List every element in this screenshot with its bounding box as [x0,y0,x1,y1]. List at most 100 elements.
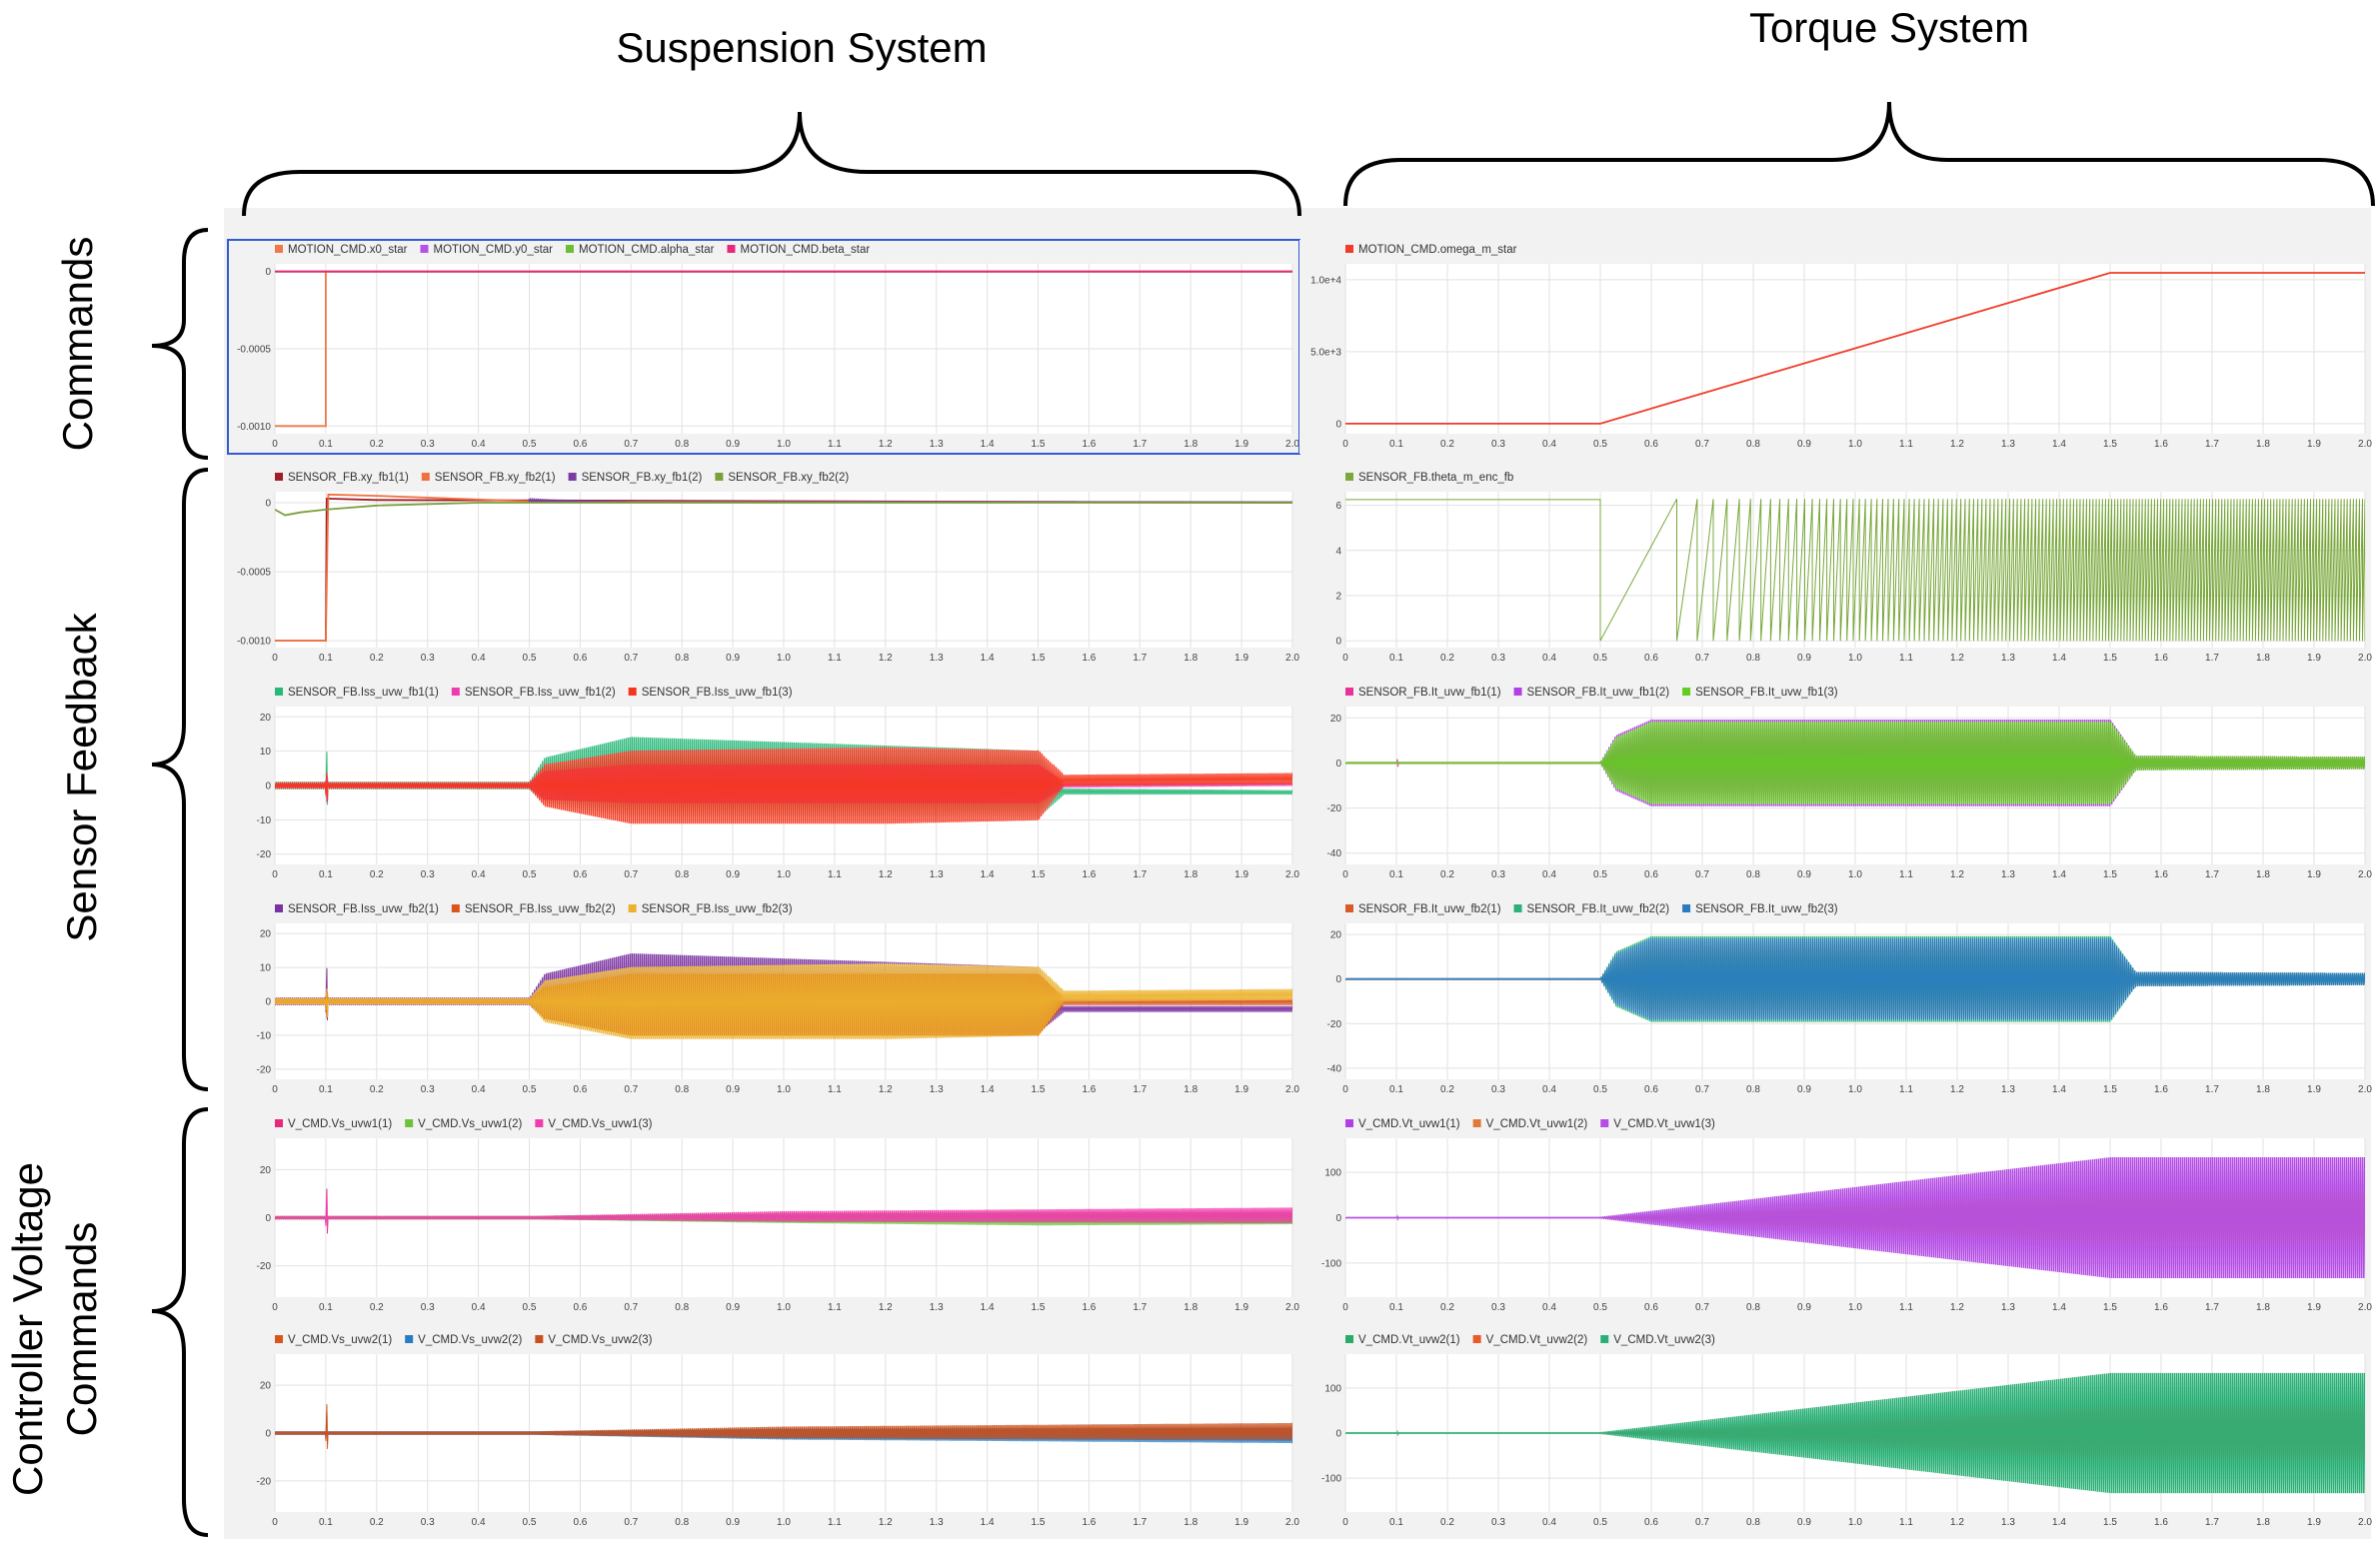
legend-entry-sensor-fb-it-uvw-fb1-1[interactable]: SENSOR_FB.It_uvw_fb1(1) [1358,687,1501,699]
legend-entry-sensor-fb-theta-m-enc-fb[interactable]: SENSOR_FB.theta_m_enc_fb [1358,472,1513,484]
legend-entry-motion-cmd-y0-star[interactable]: MOTION_CMD.y0_star [434,244,554,256]
x-tick-label: 2.0 [2358,439,2372,450]
legend-entry-sensor-fb-xy-fb1-2[interactable]: SENSOR_FB.xy_fb1(2) [582,472,703,484]
y-tick-label: 100 [1324,1383,1341,1394]
legend-entry-sensor-fb-iss-uvw-fb2-1[interactable]: SENSOR_FB.Iss_uvw_fb2(1) [288,903,439,915]
chart-susp-iss1[interactable]: 0 0.1 0.2 0.3 0.4 0.5 0.6 0.7 0.8 0.9 1.0 1.1 1.2 1.3… [228,683,1299,884]
legend-entry-sensor-fb-it-uvw-fb2-1[interactable]: SENSOR_FB.It_uvw_fb2(1) [1358,903,1501,915]
legend-entry-sensor-fb-it-uvw-fb2-3[interactable]: SENSOR_FB.It_uvw_fb2(3) [1695,903,1838,915]
x-tick-label: 1.7 [2205,869,2219,880]
x-tick-label: 1.2 [1950,653,1964,664]
series-sensor-fb-it-uvw-fb2-3 [1345,937,2365,1020]
legend-swatch [1472,1335,1481,1343]
legend-entry-sensor-fb-iss-uvw-fb1-3[interactable]: SENSOR_FB.Iss_uvw_fb1(3) [642,687,793,699]
x-tick-label: 1.3 [930,869,944,880]
legend-entry-sensor-fb-iss-uvw-fb2-2[interactable]: SENSOR_FB.Iss_uvw_fb2(2) [465,903,616,915]
y-tick-label: 10 [260,747,272,758]
x-tick-label: 0.2 [1440,869,1454,880]
legend-entry-motion-cmd-x0-star[interactable]: MOTION_CMD.x0_star [288,244,408,256]
legend-entry-motion-cmd-alpha-star[interactable]: MOTION_CMD.alpha_star [579,244,715,256]
legend-entry-v-cmd-vs-uvw2-1[interactable]: V_CMD.Vs_uvw2(1) [288,1334,392,1346]
x-tick-label: 0.9 [726,1302,740,1313]
x-tick-label: 1.4 [981,869,995,880]
series-layer [1345,719,2365,807]
legend-entry-v-cmd-vs-uvw2-3[interactable]: V_CMD.Vs_uvw2(3) [548,1334,652,1346]
legend-swatch [451,688,460,696]
legend-swatch [535,1335,544,1343]
x-tick-label: 1.7 [1133,869,1147,880]
legend-entry-sensor-fb-iss-uvw-fb1-1[interactable]: SENSOR_FB.Iss_uvw_fb1(1) [288,687,439,699]
x-tick-label: 1.9 [2307,653,2321,664]
y-tick-label: 20 [260,1381,272,1392]
legend-entry-v-cmd-vs-uvw1-2[interactable]: V_CMD.Vs_uvw1(2) [418,1118,522,1130]
legend-swatch [1513,688,1522,696]
legend-swatch [451,904,460,912]
chart-torq-it2[interactable]: 0 0.1 0.2 0.3 0.4 0.5 0.6 0.7 0.8 0.9 1.0 1.1 1.2 1.3… [1299,899,2372,1099]
x-tick-label: 0.7 [1695,1517,1709,1528]
series-layer [1345,935,2365,1022]
x-tick-label: 1.8 [1184,1517,1197,1528]
x-tick-label: 1.4 [981,1302,995,1313]
chart-susp-vs1[interactable]: 0 0.1 0.2 0.3 0.4 0.5 0.6 0.7 0.8 0.9 1.0 1.1 1.2 1.3… [228,1114,1299,1317]
x-tick-label: 1.2 [879,439,893,450]
x-tick-label: 2.0 [2358,1302,2372,1313]
legend-entry-v-cmd-vs-uvw1-1[interactable]: V_CMD.Vs_uvw1(1) [288,1118,392,1130]
series-layer [275,952,1292,1039]
x-tick-label: 1.5 [2103,869,2117,880]
x-tick-label: 1.0 [1848,439,1862,450]
legend-entry-motion-cmd-beta-star[interactable]: MOTION_CMD.beta_star [740,244,870,256]
x-tick-label: 0.1 [319,1302,333,1313]
legend-entry-v-cmd-vs-uvw1-3[interactable]: V_CMD.Vs_uvw1(3) [548,1118,652,1130]
chart-susp-cmd[interactable]: 0 0.1 0.2 0.3 0.4 0.5 0.6 0.7 0.8 0.9 1.0 1.1 1.2 1.3… [227,239,1300,455]
x-tick-label: 1.5 [2103,439,2117,450]
x-tick-label: 2.0 [2358,653,2372,664]
legend-entry-v-cmd-vt-uvw1-3[interactable]: V_CMD.Vt_uvw1(3) [1613,1118,1715,1130]
chart-torq-vt2[interactable]: 0 0.1 0.2 0.3 0.4 0.5 0.6 0.7 0.8 0.9 1.0 1.1 1.2 1.3… [1299,1330,2372,1532]
series-sensor-fb-iss-uvw-fb1-3 [275,747,1292,824]
x-tick-label: 1.9 [2307,869,2321,880]
y-tick-label: 5.0e+3 [1310,347,1341,358]
x-tick-label: 0.9 [1797,1302,1811,1313]
y-tick-label: 0 [265,1213,271,1224]
x-tick-label: 0.3 [1491,1302,1505,1313]
legend-entry-sensor-fb-iss-uvw-fb2-3[interactable]: SENSOR_FB.Iss_uvw_fb2(3) [642,903,793,915]
x-tick-label: 0.7 [1695,1084,1709,1095]
legend-entry-sensor-fb-xy-fb1-1[interactable]: SENSOR_FB.xy_fb1(1) [288,472,409,484]
x-tick-label: 1.0 [777,653,791,664]
legend-entry-sensor-fb-it-uvw-fb2-2[interactable]: SENSOR_FB.It_uvw_fb2(2) [1527,903,1670,915]
x-tick-label: 0.1 [1389,1517,1403,1528]
x-tick-label: 1.5 [1032,1302,1046,1313]
legend-swatch [1682,688,1691,696]
legend-entry-sensor-fb-iss-uvw-fb1-2[interactable]: SENSOR_FB.Iss_uvw_fb1(2) [465,687,616,699]
x-tick-label: 0.6 [1644,439,1658,450]
legend-entry-sensor-fb-xy-fb2-1[interactable]: SENSOR_FB.xy_fb2(1) [435,472,556,484]
x-tick-label: 1.8 [1184,1084,1197,1095]
legend-entry-v-cmd-vt-uvw1-1[interactable]: V_CMD.Vt_uvw1(1) [1358,1118,1460,1130]
chart-susp-pos[interactable]: 0 0.1 0.2 0.3 0.4 0.5 0.6 0.7 0.8 0.9 1.0 1.1 1.2 1.3… [228,468,1299,668]
legend-entry-v-cmd-vs-uvw2-2[interactable]: V_CMD.Vs_uvw2(2) [418,1334,522,1346]
x-tick-label: 0.4 [1542,439,1556,450]
x-tick-label: 1.4 [981,439,995,450]
legend-entry-v-cmd-vt-uvw2-3[interactable]: V_CMD.Vt_uvw2(3) [1613,1334,1715,1346]
chart-torq-cmd[interactable]: 0 0.1 0.2 0.3 0.4 0.5 0.6 0.7 0.8 0.9 1.0 1.1 1.2 1.3… [1299,240,2372,454]
x-tick-label: 0 [1342,1517,1348,1528]
legend-entry-v-cmd-vt-uvw2-1[interactable]: V_CMD.Vt_uvw2(1) [1358,1334,1460,1346]
legend-entry-v-cmd-vt-uvw1-2[interactable]: V_CMD.Vt_uvw1(2) [1486,1118,1588,1130]
legend-entry-motion-cmd-omega-m-star[interactable]: MOTION_CMD.omega_m_star [1358,244,1517,256]
chart-susp-iss2[interactable]: 0 0.1 0.2 0.3 0.4 0.5 0.6 0.7 0.8 0.9 1.0 1.1 1.2 1.3… [228,899,1299,1099]
chart-torq-it1[interactable]: 0 0.1 0.2 0.3 0.4 0.5 0.6 0.7 0.8 0.9 1.0 1.1 1.2 1.3… [1299,683,2372,884]
legend-swatch [568,473,577,481]
chart-torq-theta[interactable]: 0 0.1 0.2 0.3 0.4 0.5 0.6 0.7 0.8 0.9 1.0 1.1 1.2 1.3… [1299,468,2372,668]
x-tick-label: 1.0 [777,439,791,450]
legend-swatch [405,1335,414,1343]
legend-entry-v-cmd-vt-uvw2-2[interactable]: V_CMD.Vt_uvw2(2) [1486,1334,1588,1346]
x-tick-label: 2.0 [2358,1084,2372,1095]
x-tick-label: 0.1 [319,869,333,880]
chart-torq-vt1[interactable]: 0 0.1 0.2 0.3 0.4 0.5 0.6 0.7 0.8 0.9 1.0 1.1 1.2 1.3… [1299,1114,2372,1317]
y-tick-label: 0 [265,997,271,1008]
chart-susp-vs2[interactable]: 0 0.1 0.2 0.3 0.4 0.5 0.6 0.7 0.8 0.9 1.0 1.1 1.2 1.3… [228,1330,1299,1532]
x-tick-label: 0.2 [370,439,384,450]
legend-entry-sensor-fb-it-uvw-fb1-2[interactable]: SENSOR_FB.It_uvw_fb1(2) [1527,687,1670,699]
legend-entry-sensor-fb-it-uvw-fb1-3[interactable]: SENSOR_FB.It_uvw_fb1(3) [1695,687,1838,699]
legend-entry-sensor-fb-xy-fb2-2[interactable]: SENSOR_FB.xy_fb2(2) [728,472,849,484]
